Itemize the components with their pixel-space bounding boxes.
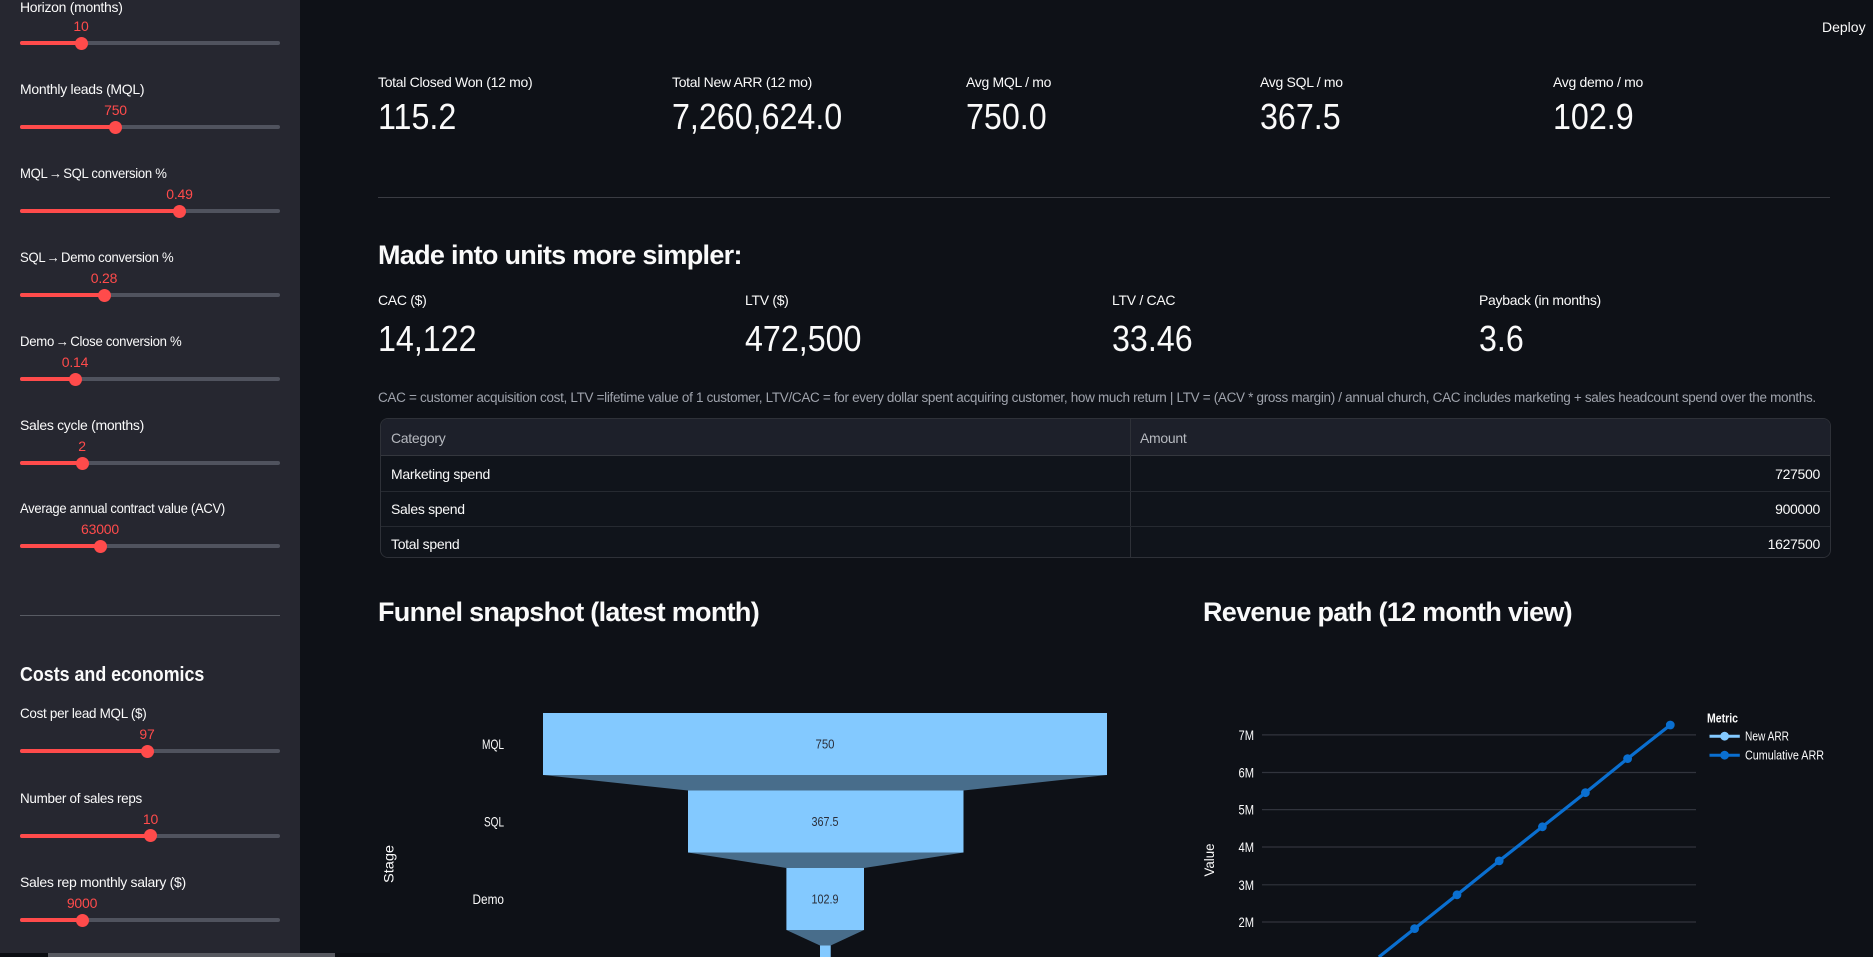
svg-text:Demo: Demo — [473, 891, 505, 907]
svg-text:MQL: MQL — [482, 736, 504, 752]
svg-text:New ARR: New ARR — [1745, 729, 1789, 744]
svg-text:367.5: 367.5 — [812, 814, 839, 829]
svg-text:102.9: 102.9 — [812, 892, 839, 907]
svg-text:2M: 2M — [1239, 914, 1255, 930]
svg-text:Value: Value — [1201, 843, 1217, 876]
svg-text:7M: 7M — [1239, 727, 1255, 743]
svg-text:3M: 3M — [1239, 877, 1255, 893]
svg-text:5M: 5M — [1239, 802, 1255, 818]
svg-text:Cumulative ARR: Cumulative ARR — [1745, 748, 1824, 763]
svg-text:4M: 4M — [1239, 839, 1255, 855]
svg-text:750: 750 — [816, 737, 835, 752]
svg-text:6M: 6M — [1239, 765, 1255, 781]
svg-text:Metric: Metric — [1707, 711, 1738, 726]
svg-text:SQL: SQL — [484, 814, 504, 830]
svg-text:Stage: Stage — [381, 845, 397, 883]
